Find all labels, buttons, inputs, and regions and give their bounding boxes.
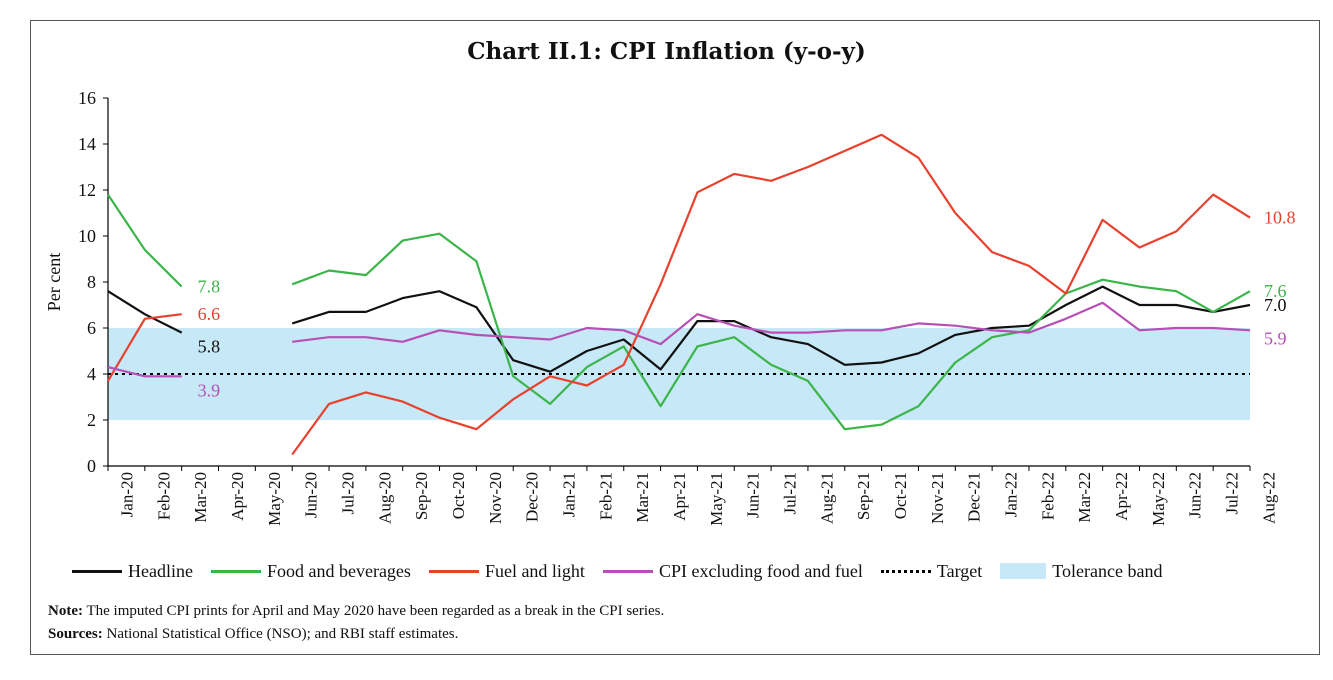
x-tick-label: Oct-20 xyxy=(449,472,468,519)
x-tick-label: Jun-20 xyxy=(302,472,321,518)
legend-item-tolerance: Tolerance band xyxy=(1000,561,1162,582)
y-axis-label: Per cent xyxy=(44,253,64,311)
legend-swatch-fuel xyxy=(428,569,479,573)
x-tick-label: Nov-21 xyxy=(928,472,947,524)
chart-frame xyxy=(30,20,1320,655)
series-line-headline xyxy=(291,285,1251,373)
x-tick-label: Jul-21 xyxy=(781,472,800,515)
x-tick-label: Dec-21 xyxy=(965,472,984,522)
series-line-fuel-and-light xyxy=(107,313,182,382)
x-tick-label: Jan-22 xyxy=(1002,472,1021,517)
legend-swatch-core xyxy=(602,569,653,573)
legend-label-headline: Headline xyxy=(128,560,193,581)
series-line-cpi-excluding-food-and-fuel xyxy=(292,301,1251,346)
x-tick-label: Mar-21 xyxy=(633,472,652,523)
sources-text: National Statistical Office (NSO); and R… xyxy=(102,626,459,642)
x-tick-label: Apr-20 xyxy=(228,472,247,521)
y-tick-label: 10 xyxy=(78,226,96,246)
x-tick-label: Aug-21 xyxy=(817,472,836,524)
y-tick-label: 14 xyxy=(78,134,96,154)
x-tick-label: Aug-20 xyxy=(375,472,394,524)
note-line: Note: The imputed CPI prints for April a… xyxy=(48,600,664,623)
x-tick-label: Jun-21 xyxy=(744,472,763,518)
x-tick-label: Dec-20 xyxy=(523,472,542,522)
x-tick-label: May-21 xyxy=(707,472,726,526)
legend-item-food: Food and beverages xyxy=(210,560,411,582)
x-tick-label: Jan-21 xyxy=(559,472,578,517)
x-tick-label: Jan-20 xyxy=(117,472,136,517)
series-line-cpi-excluding-food-and-fuel xyxy=(107,366,182,378)
legend-swatch-food xyxy=(210,569,261,573)
x-tick-label: Sep-20 xyxy=(412,472,431,520)
x-tick-label: Sep-21 xyxy=(854,472,873,520)
series-line-headline xyxy=(107,290,183,334)
legend-label-tolerance: Tolerance band xyxy=(1052,560,1163,581)
x-tick-label: Apr-21 xyxy=(670,472,689,521)
x-tick-label: Feb-21 xyxy=(596,472,615,520)
x-tick-label: Jul-20 xyxy=(338,472,357,515)
data-label-cpi-excluding-food-and-fuel: 3.9 xyxy=(198,380,221,400)
legend-item-target: Target xyxy=(880,560,983,582)
y-tick-label: 16 xyxy=(78,88,96,108)
series-line-food-and-beverages xyxy=(107,193,183,288)
note-label: Note: xyxy=(48,603,83,619)
x-tick-label: Oct-21 xyxy=(891,472,910,519)
sources-label: Sources: xyxy=(48,626,103,642)
y-tick-label: 8 xyxy=(87,272,96,292)
x-tick-label: May-22 xyxy=(1149,472,1168,526)
x-tick-label: Nov-20 xyxy=(486,472,505,524)
tolerance-band xyxy=(108,328,1250,420)
legend-label-core: CPI excluding food and fuel xyxy=(658,560,863,581)
note-text: The imputed CPI prints for April and May… xyxy=(82,603,665,619)
legend-item-fuel: Fuel and light xyxy=(428,560,585,582)
legend-label-food: Food and beverages xyxy=(266,560,411,581)
sources-line: Sources: National Statistical Office (NS… xyxy=(48,623,664,646)
y-tick-label: 2 xyxy=(87,410,96,430)
chart-title: Chart II.1: CPI Inflation (y-o-y) xyxy=(467,38,866,65)
x-tick-label: Feb-20 xyxy=(154,472,173,520)
data-label-fuel-and-light: 6.6 xyxy=(198,304,221,324)
x-tick-label: Mar-20 xyxy=(191,472,210,523)
x-tick-label: Aug-22 xyxy=(1259,472,1278,524)
data-label-headline: 7.0 xyxy=(1264,295,1287,315)
x-tick-label: May-20 xyxy=(265,472,284,526)
legend-label-fuel: Fuel and light xyxy=(484,560,585,581)
y-tick-label: 6 xyxy=(87,318,96,338)
x-tick-label: Jun-22 xyxy=(1186,472,1205,518)
legend-swatch-target xyxy=(880,569,931,573)
data-label-headline: 5.8 xyxy=(198,337,221,357)
x-tick-label: Feb-22 xyxy=(1038,472,1057,520)
series-line-food-and-beverages xyxy=(291,232,1251,431)
y-tick-label: 4 xyxy=(87,364,96,384)
x-tick-label: Apr-22 xyxy=(1112,472,1131,521)
data-label-food-and-beverages: 7.8 xyxy=(198,277,221,297)
x-tick-label: Jul-22 xyxy=(1223,472,1242,515)
y-tick-label: 0 xyxy=(87,456,96,476)
data-label-food-and-beverages: 7.6 xyxy=(1264,281,1287,301)
y-tick-label: 12 xyxy=(78,180,96,200)
chart-notes: Note: The imputed CPI prints for April a… xyxy=(48,600,664,646)
data-label-fuel-and-light: 10.8 xyxy=(1264,208,1296,228)
legend-swatch-tolerance xyxy=(1000,563,1047,579)
x-tick-label: Mar-22 xyxy=(1075,472,1094,523)
data-label-cpi-excluding-food-and-fuel: 5.9 xyxy=(1264,328,1287,348)
legend-swatch-headline xyxy=(72,569,122,573)
legend-item-core: CPI excluding food and fuel xyxy=(602,560,863,582)
legend-item-headline: Headline xyxy=(72,561,193,582)
legend-label-target: Target xyxy=(936,560,983,581)
series-line-fuel-and-light xyxy=(291,133,1251,456)
chart-legend: Headline Food and beverages Fuel and lig… xyxy=(72,560,1180,582)
